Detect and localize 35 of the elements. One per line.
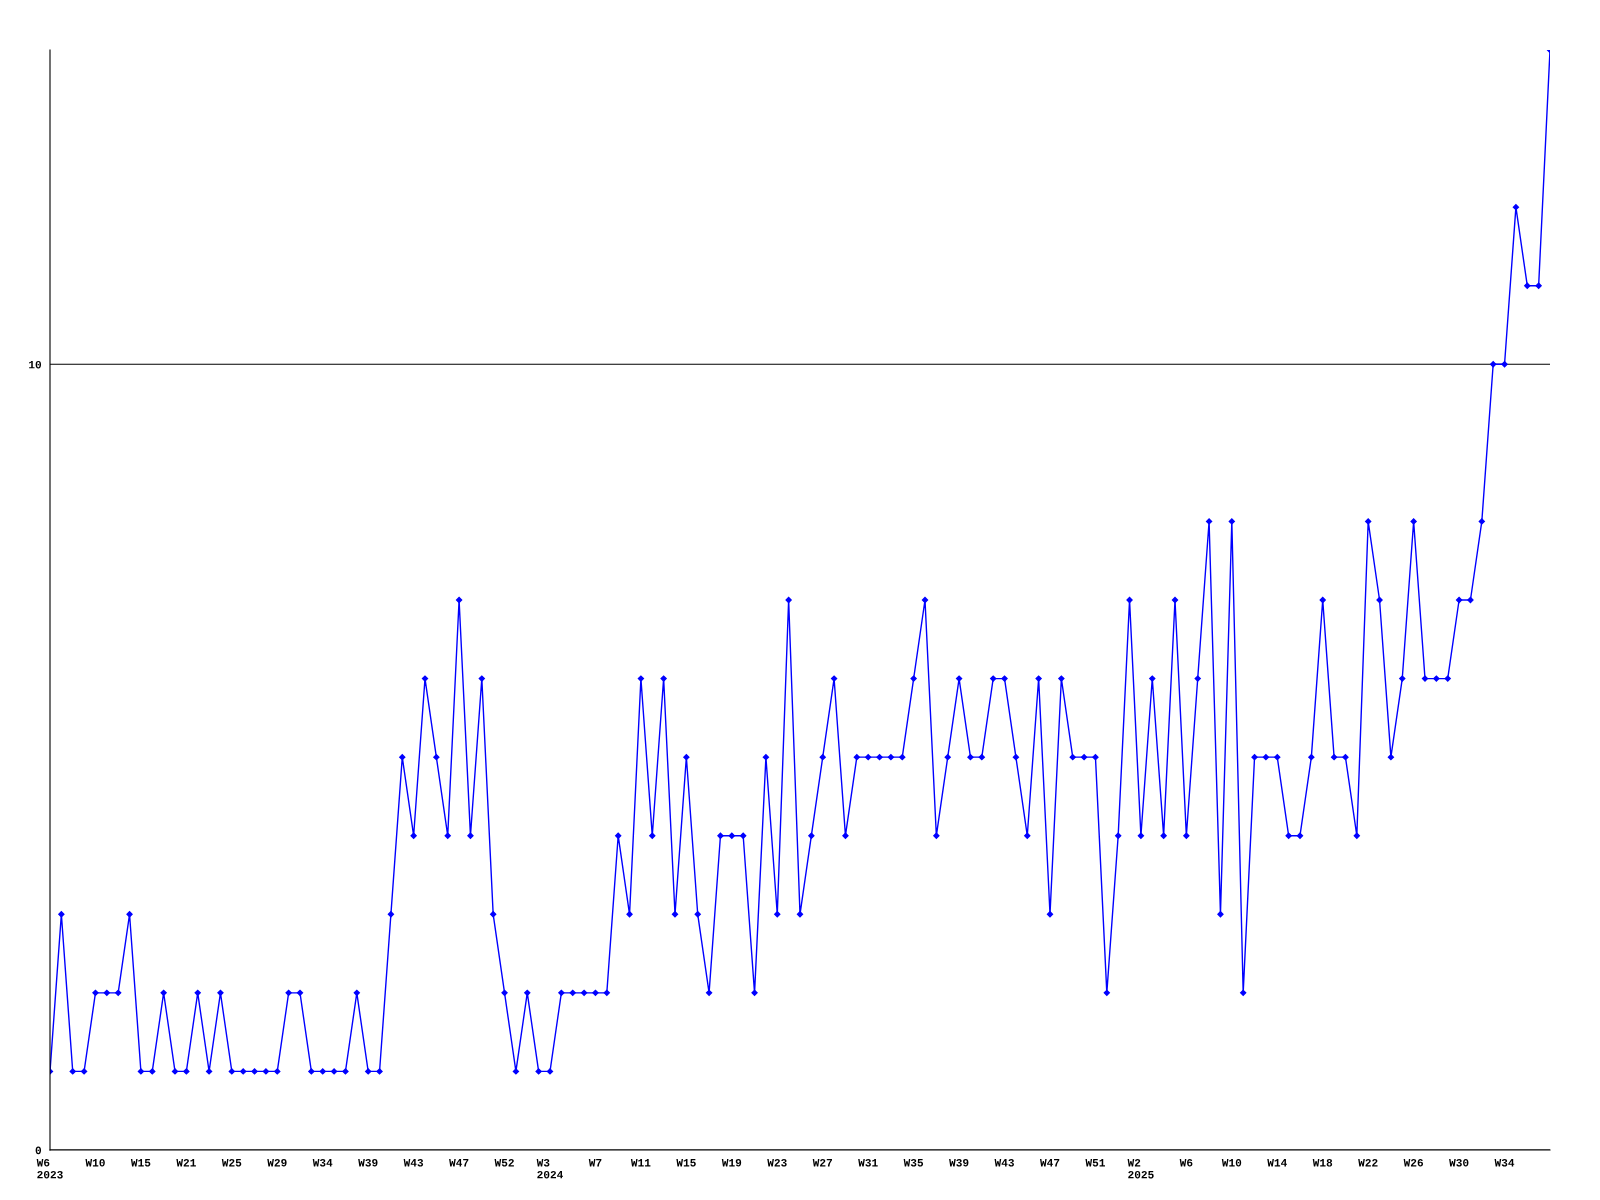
x-tick-label: W19: [721, 1158, 742, 1167]
x-tick-label: W22: [1358, 1158, 1378, 1167]
x-tick-label: W15: [130, 1159, 151, 1167]
x-tick-label: W34: [312, 1158, 333, 1167]
x-tick-label: W27: [812, 1158, 832, 1167]
x-tick-label: W34: [1494, 1158, 1515, 1167]
x-tick-label: W6 2023: [36, 1158, 63, 1179]
x-tick-label: W2 2025: [1127, 1158, 1154, 1179]
x-tick-label: W11: [630, 1159, 651, 1167]
x-tick-label: W23: [767, 1158, 787, 1167]
x-tick-label: W43: [403, 1158, 424, 1167]
x-tick-label: W6: [1179, 1158, 1193, 1167]
x-tick-label: W39: [358, 1158, 378, 1167]
x-tick-label: W18: [1312, 1158, 1333, 1167]
x-tick-label: W30: [1449, 1158, 1469, 1167]
x-tick-label: W15: [676, 1159, 696, 1167]
x-tick-label: W10: [85, 1158, 105, 1167]
x-tick-label: W52: [494, 1158, 514, 1167]
x-tick-label: W3 2024: [536, 1158, 563, 1179]
x-tick-label: W25: [221, 1158, 242, 1167]
x-tick-label: W21: [176, 1158, 196, 1167]
x-tick-label: W10: [1221, 1158, 1242, 1167]
x-tick-label: W26: [1403, 1158, 1424, 1167]
x-tick-label: W7: [588, 1159, 602, 1167]
x-tick-label: W43: [994, 1158, 1014, 1167]
x-tick-label: W31: [858, 1158, 878, 1167]
x-tick-label: W47: [449, 1159, 469, 1167]
x-tick-label: W47: [1040, 1159, 1060, 1167]
y-tick-label: 10: [29, 360, 42, 369]
x-tick-label: W39: [949, 1158, 969, 1167]
x-tick-label: W29: [267, 1158, 287, 1167]
x-tick-label: W35: [903, 1158, 924, 1167]
y-tick-label: 0: [35, 1146, 42, 1155]
x-tick-label: W14: [1267, 1159, 1287, 1167]
x-tick-label: W51: [1085, 1159, 1105, 1167]
